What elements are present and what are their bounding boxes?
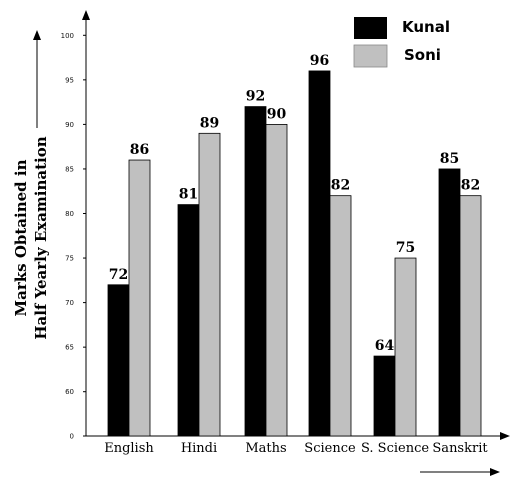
y-axis-arrow-icon bbox=[82, 10, 90, 20]
y-direction-arrow bbox=[33, 30, 41, 128]
bar-kunal-hindi bbox=[177, 204, 200, 437]
y-tick-label: 85 bbox=[65, 165, 74, 173]
data-label-kunal: 96 bbox=[310, 53, 329, 69]
bar-soni-s-science bbox=[394, 257, 417, 437]
y-tick-label: 75 bbox=[65, 255, 74, 263]
data-label-soni: 89 bbox=[200, 115, 219, 131]
bar-soni-english bbox=[128, 159, 151, 437]
bar-kunal-sanskrit bbox=[438, 168, 461, 437]
data-label-soni: 90 bbox=[267, 106, 287, 122]
x-tick-label: English bbox=[104, 441, 154, 456]
y-tick-label: 80 bbox=[65, 210, 74, 218]
data-label-kunal: 81 bbox=[179, 187, 198, 203]
data-label-soni: 86 bbox=[130, 142, 149, 158]
legend-swatch-kunal bbox=[354, 17, 387, 39]
bar-soni-sanskrit bbox=[459, 195, 482, 437]
legend-label-soni: Soni bbox=[404, 46, 441, 64]
y-tick-label: 0 bbox=[70, 433, 74, 441]
y-tick-label: 65 bbox=[65, 344, 74, 352]
bar-soni-hindi bbox=[198, 132, 221, 437]
data-label-kunal: 72 bbox=[109, 267, 128, 283]
x-tick-label: S. Science bbox=[361, 441, 429, 456]
data-label-soni: 75 bbox=[396, 240, 415, 256]
y-axis-title-line-1: Marks Obtained in bbox=[12, 159, 30, 316]
x-axis-arrow-icon bbox=[500, 432, 510, 440]
y-tick-label: 70 bbox=[65, 299, 74, 307]
bar-soni-maths bbox=[265, 124, 288, 437]
x-tick-label: Hindi bbox=[181, 441, 217, 456]
x-tick-label: Maths bbox=[245, 441, 286, 456]
y-tick-label: 60 bbox=[65, 388, 74, 396]
y-tick-label: 100 bbox=[61, 32, 74, 40]
x-tick-label: Sanskrit bbox=[432, 441, 488, 456]
legend-swatch-soni bbox=[353, 44, 388, 68]
y-axis-title: Marks Obtained in Half Yearly Examinatio… bbox=[12, 136, 50, 339]
legend-label-kunal: Kunal bbox=[402, 18, 450, 36]
bar-kunal-english bbox=[107, 284, 130, 437]
x-tick-label: Science bbox=[304, 441, 356, 456]
bar-kunal-s-science bbox=[373, 355, 396, 437]
x-direction-arrow bbox=[420, 468, 500, 476]
data-label-kunal: 64 bbox=[375, 338, 395, 354]
bar-kunal-maths bbox=[244, 106, 267, 437]
data-label-soni: 82 bbox=[331, 178, 350, 194]
y-tick-label: 90 bbox=[65, 121, 74, 129]
data-label-kunal: 85 bbox=[440, 151, 459, 167]
bar-soni-science bbox=[329, 195, 352, 437]
data-label-kunal: 92 bbox=[246, 89, 265, 105]
y-axis-title-line-2: Half Yearly Examination bbox=[32, 136, 50, 339]
bar-kunal-science bbox=[308, 70, 331, 437]
y-tick-label: 95 bbox=[65, 76, 74, 84]
data-label-soni: 82 bbox=[461, 178, 480, 194]
